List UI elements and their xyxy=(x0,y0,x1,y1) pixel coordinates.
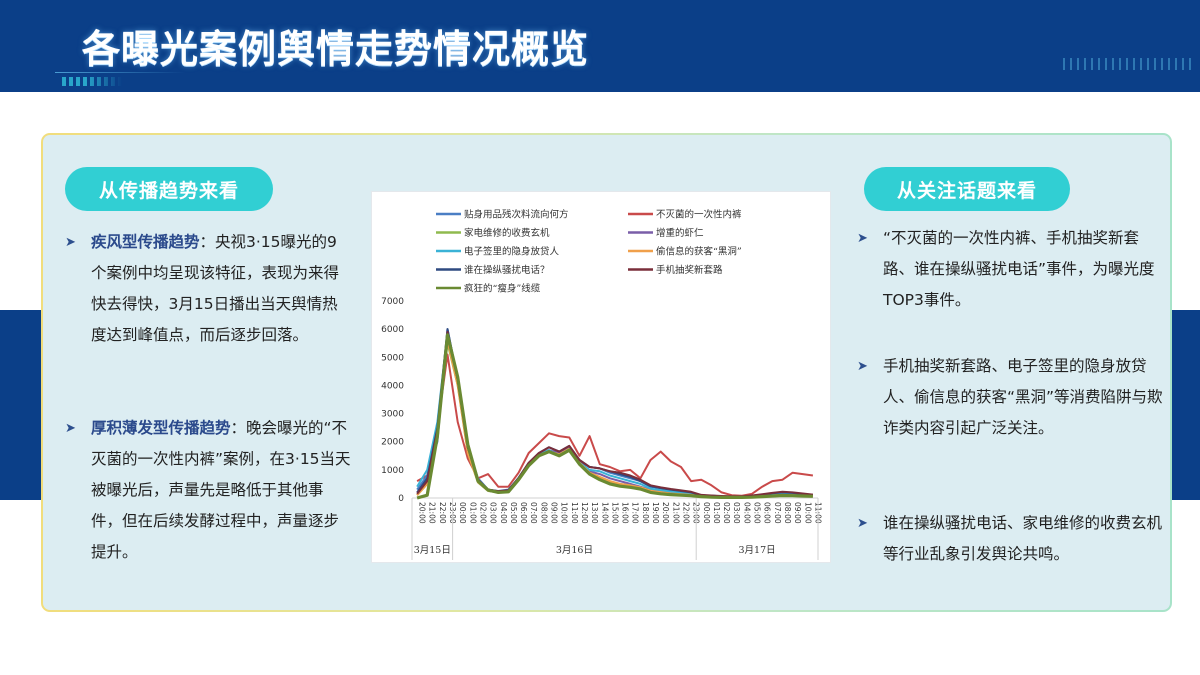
x-tick-label: 09:00 xyxy=(550,502,559,524)
x-tick-label: 11:00 xyxy=(570,502,579,524)
x-tick-label: 17:00 xyxy=(631,502,640,524)
y-tick-label: 4000 xyxy=(381,381,404,391)
x-tick-label: 20:00 xyxy=(418,502,427,524)
day-group-label: 3月16日 xyxy=(556,545,593,556)
bullet-lead: 厚积薄发型传播趋势 xyxy=(91,419,231,437)
legend-label: 谁在操纵骚扰电话？ xyxy=(464,264,550,276)
x-tick-label: 10:00 xyxy=(560,502,569,524)
bullet-top3: ➤ “不灭菌的一次性内裤、手机抽奖新套路、谁在操纵骚扰电话”事件，为曝光度TOP… xyxy=(857,223,1163,316)
arrowhead-icon: ➤ xyxy=(857,516,868,531)
x-tick-label: 09:00 xyxy=(793,502,802,524)
x-tick-label: 05:00 xyxy=(509,502,518,524)
x-tick-label: 08:00 xyxy=(539,502,548,524)
x-tick-label: 21:00 xyxy=(428,502,437,524)
x-tick-label: 13:00 xyxy=(590,502,599,524)
legend-label: 贴身用品残次料流向何方 xyxy=(464,209,569,221)
bullet-text: ：央视3·15曝光的9个案例中均呈现该特征，表现为来得快去得快，3月15日播出当… xyxy=(91,233,340,344)
arrowhead-icon: ➤ xyxy=(65,235,76,250)
arrowhead-icon: ➤ xyxy=(857,359,868,374)
x-tick-label: 04:00 xyxy=(742,502,751,524)
x-tick-label: 15:00 xyxy=(610,502,619,524)
x-tick-label: 03:00 xyxy=(732,502,741,524)
bullet-text: ：晚会曝光的“不灭菌的一次性内裤”案例，在3·15当天被曝光后，声量先是略低于其… xyxy=(91,419,351,561)
bullet-text: 谁在操纵骚扰电话、家电维修的收费玄机等行业乱象引发舆论共鸣。 xyxy=(883,514,1163,563)
bullet-lead: 疾风型传播趋势 xyxy=(91,233,200,251)
x-tick-label: 06:00 xyxy=(763,502,772,524)
legend-label: 增重的虾仁 xyxy=(656,227,704,239)
header-band: 各曝光案例舆情走势情况概览 xyxy=(0,0,1200,92)
page-title: 各曝光案例舆情走势情况概览 xyxy=(82,27,590,71)
x-tick-label: 19:00 xyxy=(651,502,660,524)
y-tick-label: 1000 xyxy=(381,466,404,476)
legend-label: 不灭菌的一次性内裤 xyxy=(656,209,742,221)
x-tick-label: 22:00 xyxy=(438,502,447,524)
x-tick-label: 02:00 xyxy=(722,502,731,524)
x-tick-label: 07:00 xyxy=(529,502,538,524)
x-tick-label: 01:00 xyxy=(712,502,721,524)
x-tick-label: 12:00 xyxy=(580,502,589,524)
day-group-label: 3月15日 xyxy=(414,545,451,556)
x-tick-label: 00:00 xyxy=(458,502,467,524)
legend-label: 疯狂的“瘦身”线缆 xyxy=(464,283,541,295)
x-tick-label: 20:00 xyxy=(661,502,670,524)
bullet-slow-burn-trend: ➤ 厚积薄发型传播趋势：晚会曝光的“不灭菌的一次性内裤”案例，在3·15当天被曝… xyxy=(65,413,351,568)
series-line xyxy=(416,333,813,500)
tick-decoration-left xyxy=(62,77,122,86)
x-tick-label: 01:00 xyxy=(468,502,477,524)
series-line xyxy=(416,353,814,497)
tick-decoration-right xyxy=(1063,58,1196,70)
y-tick-label: 2000 xyxy=(381,438,404,448)
bullet-text: “不灭菌的一次性内裤、手机抽奖新套路、谁在操纵骚扰电话”事件，为曝光度TOP3事… xyxy=(883,229,1155,309)
x-tick-label: 10:00 xyxy=(803,502,812,524)
bullet-gust-trend: ➤ 疾风型传播趋势：央视3·15曝光的9个案例中均呈现该特征，表现为来得快去得快… xyxy=(65,227,341,351)
title-underline xyxy=(55,72,185,73)
y-tick-label: 5000 xyxy=(381,353,404,363)
legend-label: 手机抽奖新套路 xyxy=(656,264,723,276)
x-tick-label: 05:00 xyxy=(753,502,762,524)
x-tick-label: 21:00 xyxy=(671,502,680,524)
x-tick-label: 02:00 xyxy=(478,502,487,524)
x-tick-label: 18:00 xyxy=(641,502,650,524)
x-tick-label: 06:00 xyxy=(519,502,528,524)
legend-label: 偷信息的获客“黑洞” xyxy=(656,246,742,258)
arrowhead-icon: ➤ xyxy=(857,231,868,246)
bullet-text: 手机抽奖新套路、电子签里的隐身放贷人、偷信息的获客“黑洞”等消费陷阱与欺诈类内容… xyxy=(883,357,1163,437)
y-tick-label: 7000 xyxy=(381,297,404,307)
y-tick-label: 6000 xyxy=(381,325,404,335)
x-tick-label: 03:00 xyxy=(489,502,498,524)
x-tick-label: 14:00 xyxy=(600,502,609,524)
y-tick-label: 0 xyxy=(398,494,404,504)
section-pill-topics: 从关注话题来看 xyxy=(864,167,1070,211)
section-pill-spread-trend: 从传播趋势来看 xyxy=(65,167,273,211)
trend-line-chart: 贴身用品残次料流向何方 家电维修的收费玄机 电子签里的隐身放贷人 谁在操纵骚扰电话？ 疯… xyxy=(371,191,831,563)
day-group-label: 3月17日 xyxy=(739,545,776,556)
x-tick-label: 07:00 xyxy=(773,502,782,524)
bullet-fraud: ➤ 手机抽奖新套路、电子签里的隐身放贷人、偷信息的获客“黑洞”等消费陷阱与欺诈类… xyxy=(857,351,1163,444)
x-tick-label: 00:00 xyxy=(702,502,711,524)
legend-label: 家电维修的收费玄机 xyxy=(464,227,550,239)
y-tick-label: 3000 xyxy=(381,410,404,420)
bullet-industry: ➤ 谁在操纵骚扰电话、家电维修的收费玄机等行业乱象引发舆论共鸣。 xyxy=(857,508,1163,570)
x-tick-label: 16:00 xyxy=(621,502,630,524)
x-tick-label: 04:00 xyxy=(499,502,508,524)
x-tick-label: 08:00 xyxy=(783,502,792,524)
legend-label: 电子签里的隐身放贷人 xyxy=(464,246,560,258)
arrowhead-icon: ➤ xyxy=(65,421,76,436)
x-tick-label: 22:00 xyxy=(681,502,690,524)
